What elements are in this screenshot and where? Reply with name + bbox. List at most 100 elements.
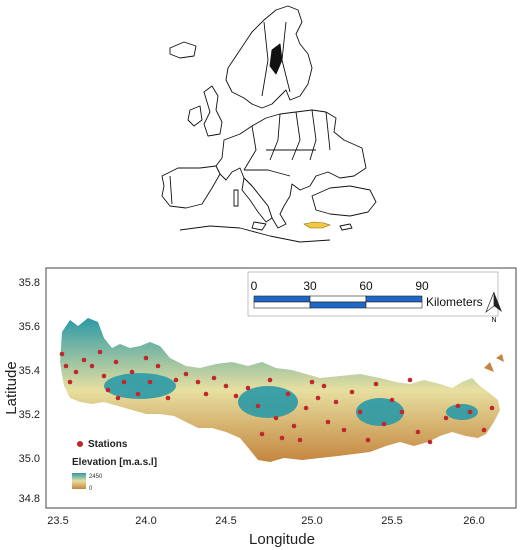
x-tick-label: 24.5 bbox=[215, 515, 236, 527]
x-tick-label: 25.0 bbox=[301, 515, 322, 527]
station-marker bbox=[147, 379, 153, 385]
station-marker bbox=[59, 351, 65, 357]
station-marker bbox=[259, 431, 265, 437]
station-marker bbox=[89, 363, 95, 369]
station-marker bbox=[321, 383, 327, 389]
x-tick-label: 25.5 bbox=[381, 515, 402, 527]
station-marker bbox=[143, 355, 149, 361]
elevation-color-ramp bbox=[72, 473, 86, 489]
scale-seg-1 bbox=[253, 295, 311, 303]
legend-elev-min: 0 bbox=[89, 486, 93, 492]
y-tick-label: 35.0 bbox=[19, 453, 40, 465]
stations-layer bbox=[59, 349, 495, 445]
station-legend-marker bbox=[77, 441, 83, 447]
great-britain-outline bbox=[203, 85, 223, 137]
station-marker bbox=[309, 379, 315, 385]
station-marker bbox=[415, 429, 421, 435]
station-marker bbox=[129, 369, 135, 375]
scale-label-30: 30 bbox=[303, 279, 317, 293]
station-marker bbox=[211, 375, 217, 381]
station-marker bbox=[183, 371, 189, 377]
station-marker bbox=[195, 379, 201, 385]
y-tick-label: 35.8 bbox=[19, 277, 40, 289]
station-marker bbox=[63, 363, 69, 369]
station-marker bbox=[341, 427, 347, 433]
psiloritis-mountain bbox=[238, 386, 298, 418]
station-marker bbox=[203, 391, 209, 397]
station-marker bbox=[291, 423, 297, 429]
station-marker bbox=[73, 369, 79, 375]
station-marker bbox=[333, 399, 339, 405]
station-marker bbox=[443, 415, 449, 421]
x-tick-label: 23.5 bbox=[47, 515, 68, 527]
station-marker bbox=[135, 391, 141, 397]
crete-highlight bbox=[303, 221, 331, 229]
station-marker bbox=[223, 383, 229, 389]
station-marker bbox=[357, 409, 363, 415]
station-marker bbox=[101, 373, 107, 379]
station-marker bbox=[105, 387, 111, 393]
x-axis-ticks: 23.5 24.0 24.5 25.0 25.5 26.0 bbox=[47, 515, 484, 527]
y-tick-label: 35.4 bbox=[19, 365, 40, 377]
mountain-cores bbox=[104, 373, 478, 426]
y-tick-label: 35.2 bbox=[19, 409, 40, 421]
legend-stations-label: Stations bbox=[88, 439, 128, 450]
scale-unit: Kilometers bbox=[426, 295, 483, 309]
station-marker bbox=[233, 393, 239, 399]
iceland-outline bbox=[169, 41, 197, 59]
station-marker bbox=[115, 395, 121, 401]
x-axis-title: Longitude bbox=[249, 531, 315, 548]
scale-label-0: 0 bbox=[251, 279, 258, 293]
station-marker bbox=[303, 405, 309, 411]
europe-inset-map bbox=[161, 5, 377, 243]
y-axis-ticks: 35.8 35.6 35.4 35.2 35.0 34.8 bbox=[19, 277, 40, 505]
station-marker bbox=[267, 377, 273, 383]
scale-seg-3 bbox=[365, 295, 423, 303]
lefka-ori-mountains bbox=[104, 373, 176, 399]
eastern-crete-highland bbox=[446, 404, 478, 420]
station-marker bbox=[81, 357, 87, 363]
y-tick-label: 34.8 bbox=[19, 493, 40, 505]
station-marker bbox=[407, 377, 413, 383]
station-marker bbox=[255, 403, 261, 409]
y-axis-title: Latitude bbox=[3, 361, 20, 414]
station-marker bbox=[155, 363, 161, 369]
station-marker bbox=[273, 415, 279, 421]
gulf-of-bothnia bbox=[269, 43, 283, 75]
legend-elevation-title: Elevation [m.a.s.l] bbox=[72, 457, 157, 468]
x-tick-label: 26.0 bbox=[463, 515, 484, 527]
station-marker bbox=[113, 359, 119, 365]
scale-label-60: 60 bbox=[359, 279, 373, 293]
station-marker bbox=[489, 405, 495, 411]
iberia-outline bbox=[161, 165, 221, 209]
scale-seg-2 bbox=[309, 301, 367, 309]
station-marker bbox=[67, 379, 73, 385]
station-marker bbox=[97, 349, 103, 355]
north-label: N bbox=[491, 317, 496, 324]
turkey-outline bbox=[311, 185, 377, 217]
crete-elevation-map: 35.8 35.6 35.4 35.2 35.0 34.8 23.5 24.0 … bbox=[3, 267, 517, 548]
north-arrow-icon: N bbox=[485, 291, 502, 324]
station-marker bbox=[365, 437, 371, 443]
station-marker bbox=[165, 395, 171, 401]
station-marker bbox=[325, 419, 331, 425]
station-marker bbox=[399, 409, 405, 415]
scale-bar: 0 30 60 90 Kilometers bbox=[247, 271, 499, 317]
station-marker bbox=[173, 377, 179, 383]
station-marker bbox=[245, 385, 251, 391]
x-tick-label: 24.0 bbox=[135, 515, 156, 527]
italy-outline bbox=[241, 177, 273, 223]
y-tick-label: 35.6 bbox=[19, 321, 40, 333]
station-marker bbox=[121, 379, 127, 385]
station-marker bbox=[285, 391, 291, 397]
station-marker bbox=[467, 409, 473, 415]
station-marker bbox=[279, 435, 285, 441]
station-marker bbox=[389, 397, 395, 403]
station-marker bbox=[455, 403, 461, 409]
dikti-mountains bbox=[356, 398, 404, 426]
station-marker bbox=[481, 427, 487, 433]
station-marker bbox=[427, 439, 433, 445]
station-marker bbox=[381, 421, 387, 427]
legend-elev-max: 2450 bbox=[89, 474, 103, 480]
scandinavia-outline bbox=[225, 5, 313, 109]
